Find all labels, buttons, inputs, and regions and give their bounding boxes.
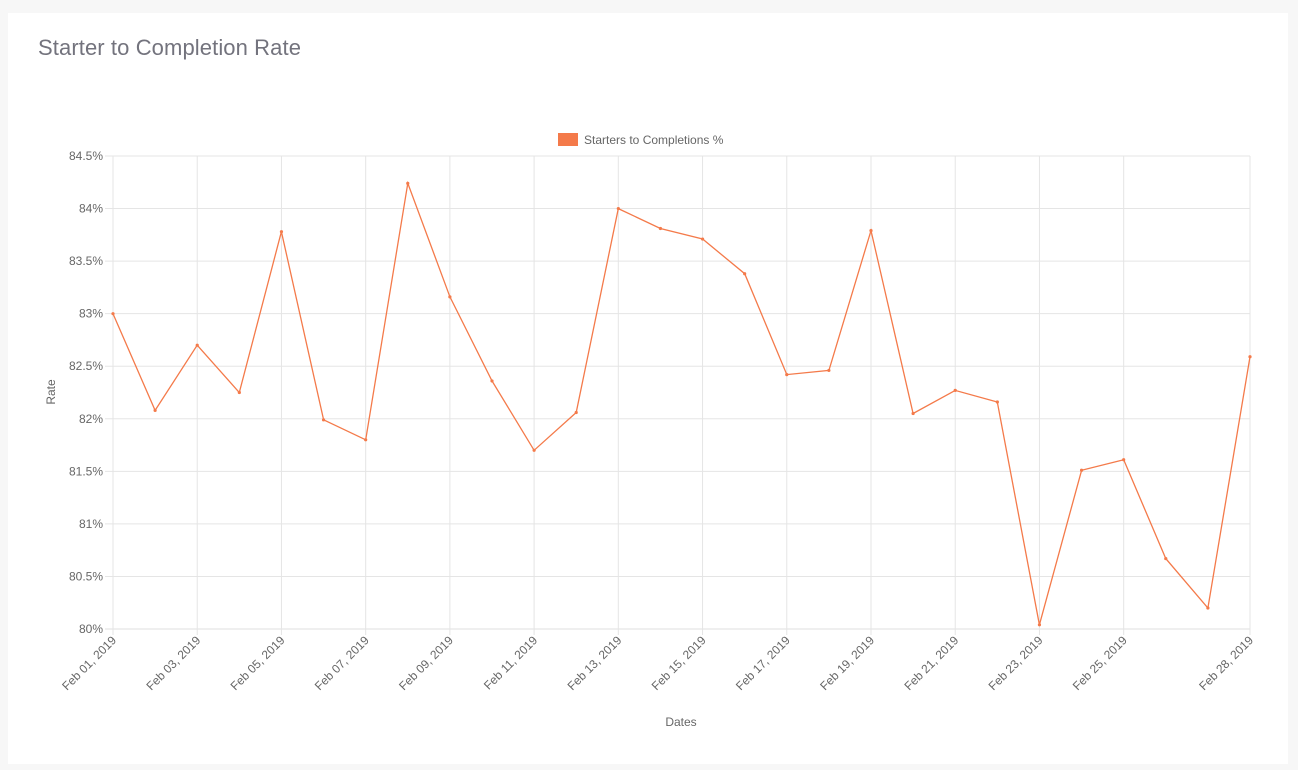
y-tick-label: 82%: [79, 412, 103, 426]
data-point[interactable]: [448, 295, 452, 299]
grid-lines: [105, 155, 1251, 635]
y-tick-label: 83.5%: [69, 254, 103, 268]
x-tick-label: Feb 25, 2019: [1070, 633, 1130, 693]
data-point[interactable]: [743, 272, 747, 276]
data-point[interactable]: [1079, 468, 1084, 472]
data-point[interactable]: [953, 388, 957, 392]
y-tick-label: 82.5%: [69, 359, 103, 373]
x-tick-label: Feb 11, 2019: [481, 633, 541, 693]
data-point[interactable]: [1037, 623, 1042, 627]
data-point[interactable]: [574, 410, 578, 415]
data-point[interactable]: [700, 237, 705, 241]
legend-label: Starters to Completions %: [584, 133, 724, 147]
data-point[interactable]: [111, 312, 115, 316]
series-path: [112, 180, 1251, 625]
data-point[interactable]: [616, 206, 620, 211]
y-axis-ticks: 84.5% 84% 83.5% 83% 82.5% 82% 81.5% 81% 80.5% 80%: [69, 149, 103, 636]
data-point[interactable]: [195, 343, 199, 347]
x-tick-label: Feb 03, 2019: [143, 633, 203, 693]
data-point[interactable]: [995, 400, 999, 404]
x-tick-label: Feb 13, 2019: [565, 633, 625, 693]
data-point[interactable]: [785, 373, 789, 377]
y-tick-label: 80.5%: [69, 569, 103, 583]
x-axis-ticks: Feb 01, 2019 Feb 03, 2019 Feb 05, 2019 Feb …: [59, 633, 1256, 693]
data-point[interactable]: [1122, 458, 1126, 462]
data-point[interactable]: [490, 379, 494, 383]
card-title: Starter to Completion Rate: [38, 35, 302, 60]
data-point[interactable]: [279, 230, 284, 234]
data-point[interactable]: [321, 418, 326, 422]
x-tick-label: Feb 07, 2019: [312, 633, 372, 693]
data-point[interactable]: [658, 226, 663, 231]
x-tick-label: Feb 17, 2019: [733, 633, 793, 693]
x-tick-label: Feb 28, 2019: [1196, 633, 1256, 693]
data-point[interactable]: [237, 390, 241, 395]
x-tick-label: Feb 09, 2019: [396, 633, 456, 693]
y-tick-label: 81.5%: [69, 464, 103, 478]
data-point[interactable]: [406, 181, 410, 185]
y-tick-label: 81%: [79, 517, 103, 531]
data-point[interactable]: [364, 438, 368, 442]
x-axis-title: Dates: [665, 715, 696, 729]
x-tick-label: Feb 23, 2019: [986, 633, 1046, 693]
legend-color-swatch: [558, 133, 578, 146]
x-tick-label: Feb 01, 2019: [59, 633, 119, 693]
y-axis-title: Rate: [44, 379, 58, 405]
data-point[interactable]: [1206, 606, 1210, 610]
data-point[interactable]: [827, 368, 831, 373]
y-tick-label: 80%: [79, 622, 103, 636]
data-point[interactable]: [1164, 556, 1168, 561]
x-tick-label: Feb 15, 2019: [649, 633, 709, 693]
data-point[interactable]: [532, 448, 536, 452]
data-point[interactable]: [1248, 355, 1252, 359]
series-line: [111, 180, 1252, 627]
data-point[interactable]: [869, 229, 873, 233]
y-tick-label: 84%: [79, 202, 103, 216]
chart-legend[interactable]: Starters to Completions %: [558, 133, 724, 147]
chart-card: Starter to Completion Rate: [8, 13, 1288, 764]
x-tick-label: Feb 05, 2019: [228, 633, 288, 693]
data-point[interactable]: [153, 408, 157, 412]
y-tick-label: 83%: [79, 307, 103, 321]
data-point[interactable]: [911, 411, 915, 416]
x-tick-label: Feb 19, 2019: [817, 633, 877, 693]
y-tick-label: 84.5%: [69, 149, 103, 163]
x-tick-label: Feb 21, 2019: [901, 633, 961, 693]
